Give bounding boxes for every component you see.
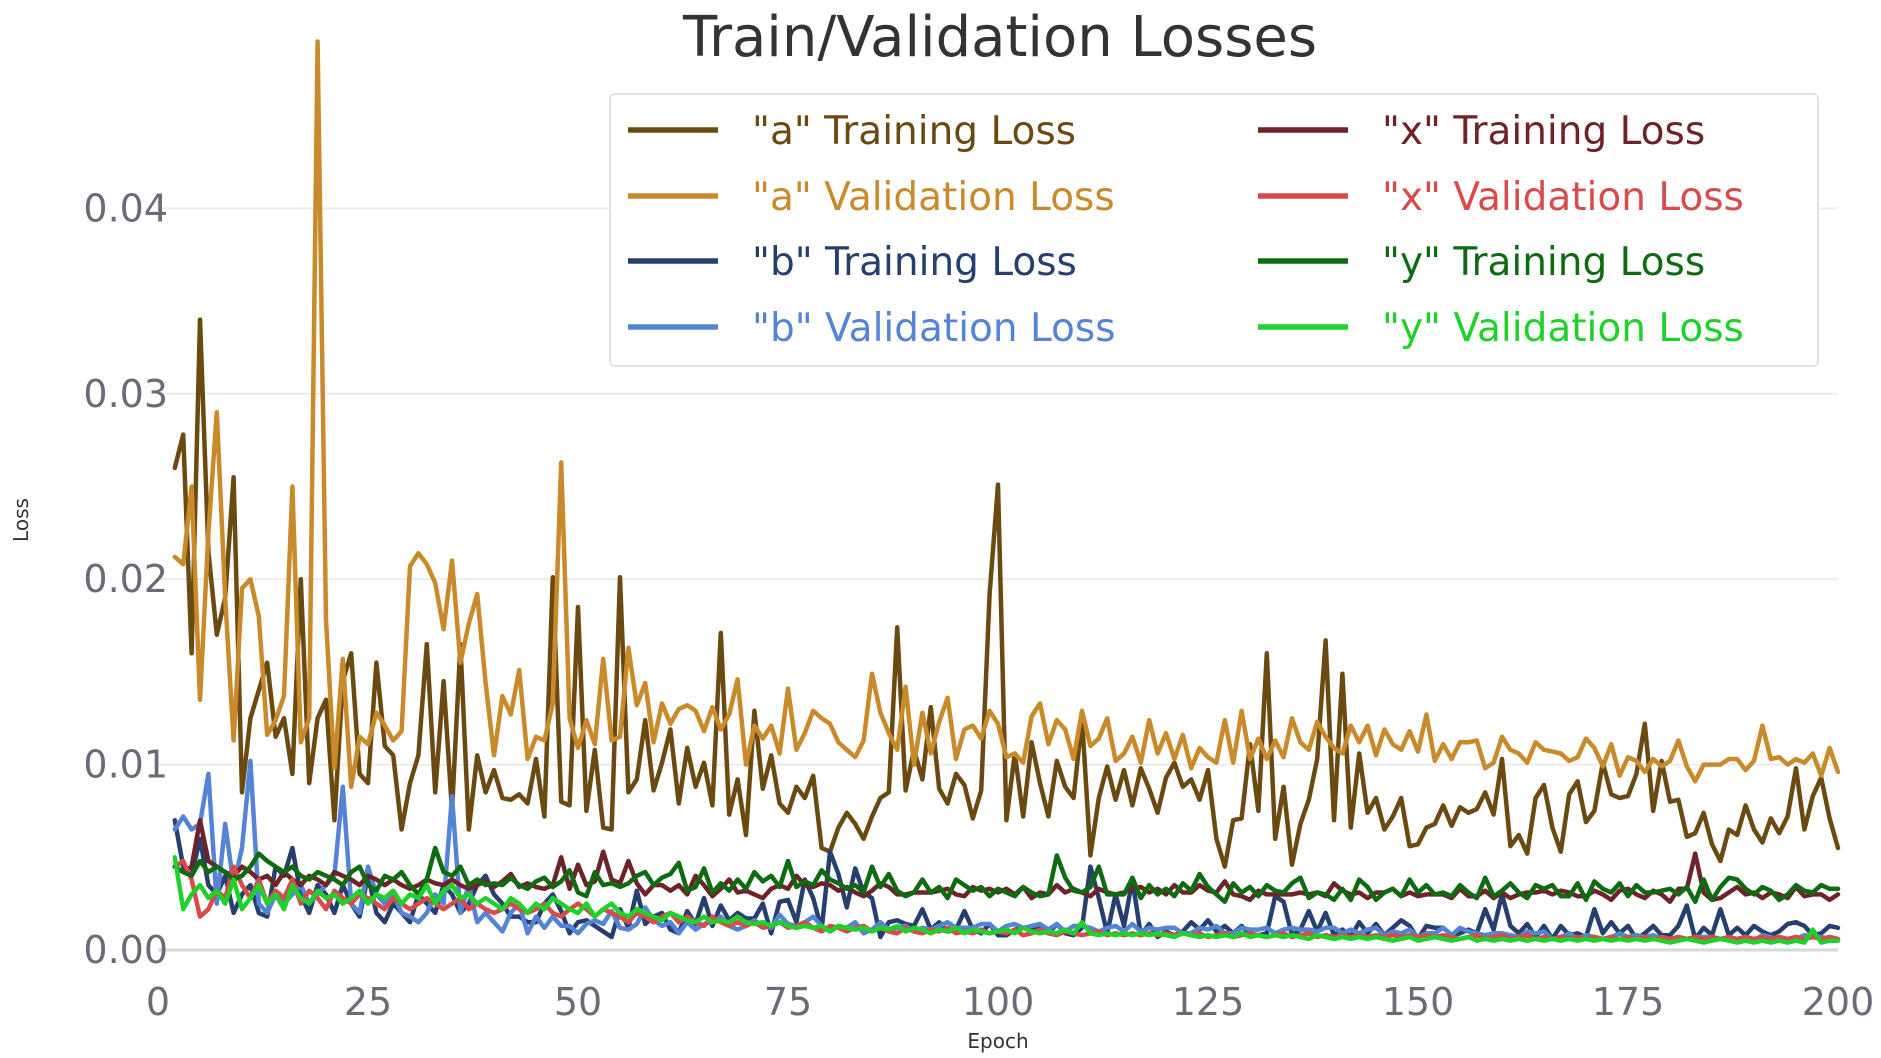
legend-label: "b" Training Loss — [752, 240, 1077, 285]
y-tick-label: 0.04 — [83, 186, 168, 230]
y-tick-label: 0.02 — [83, 557, 168, 601]
x-tick-label: 75 — [764, 980, 812, 1024]
x-tick-label: 175 — [1592, 980, 1665, 1024]
series-lines — [172, 39, 1841, 945]
series-line-1 — [172, 39, 1841, 790]
x-axis-label: Epoch — [967, 1029, 1028, 1053]
series-line-5 — [172, 858, 1841, 942]
y-axis-label: Loss — [9, 498, 33, 542]
y-tick-label: 0.01 — [83, 743, 168, 787]
chart-title: Train/Validation Losses — [682, 5, 1317, 70]
x-tick-label: 0 — [146, 980, 170, 1024]
x-tick-label: 150 — [1382, 980, 1455, 1024]
x-tick-label: 100 — [962, 980, 1035, 1024]
series-line-6 — [172, 845, 1841, 905]
legend-label: "y" Training Loss — [1382, 240, 1705, 285]
legend-label: "a" Training Loss — [752, 109, 1076, 154]
legend-label: "x" Validation Loss — [1382, 175, 1744, 220]
legend-label: "b" Validation Loss — [752, 306, 1116, 351]
x-tick-label: 125 — [1172, 980, 1245, 1024]
series-line-4 — [172, 817, 1841, 905]
y-tick-label: 0.00 — [83, 928, 168, 972]
legend-label: "x" Training Loss — [1382, 109, 1705, 154]
series-line-7 — [172, 855, 1841, 945]
x-tick-label: 200 — [1802, 980, 1875, 1024]
y-tick-label: 0.03 — [83, 372, 168, 416]
y-tick-labels: 0.00 0.01 0.02 0.03 0.04 — [83, 186, 168, 972]
legend-label: "y" Validation Loss — [1382, 306, 1744, 351]
legend-label: "a" Validation Loss — [752, 175, 1115, 220]
x-tick-label: 50 — [554, 980, 602, 1024]
legend: "a" Training Loss "a" Validation Loss "b" … — [609, 93, 1819, 367]
x-tick-labels: 0 25 50 75 100 125 150 175 200 — [146, 980, 1874, 1024]
legend-box — [609, 93, 1819, 367]
series-line-0 — [172, 317, 1841, 869]
x-tick-label: 25 — [344, 980, 392, 1024]
